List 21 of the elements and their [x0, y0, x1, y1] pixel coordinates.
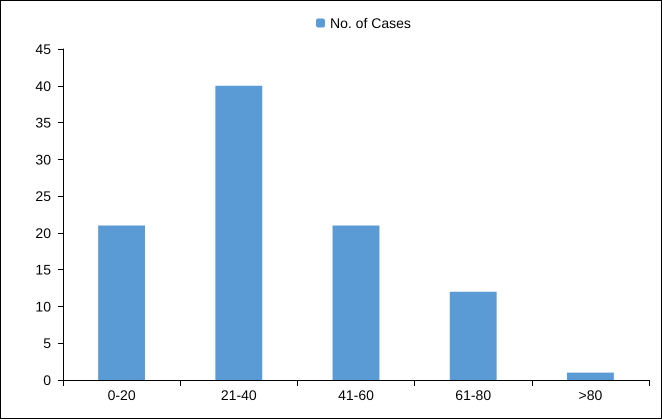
legend-label: No. of Cases: [330, 15, 411, 31]
bar: [450, 292, 497, 380]
y-tick-label: 5: [43, 335, 52, 352]
y-tick-label: 15: [35, 262, 52, 278]
bar: [566, 372, 614, 380]
y-tick-label: 30: [35, 151, 52, 168]
y-tick-label: 10: [35, 298, 52, 314]
bar: [98, 226, 146, 380]
y-tick-label: 25: [35, 188, 52, 204]
x-tick-label: 61-80: [455, 387, 492, 403]
y-tick-label: 45: [35, 41, 52, 57]
y-tick-label: 35: [35, 114, 52, 131]
bar: [215, 86, 262, 380]
x-tick-label: 21-40: [220, 387, 257, 403]
x-tick-label: 0-20: [108, 387, 136, 403]
bar: [332, 226, 380, 380]
y-tick-label: 20: [35, 224, 52, 241]
y-tick-label: 0: [43, 372, 52, 388]
x-tick-label: 41-60: [338, 387, 374, 403]
y-tick-label: 40: [35, 78, 52, 94]
x-tick-label: >80: [578, 387, 602, 403]
